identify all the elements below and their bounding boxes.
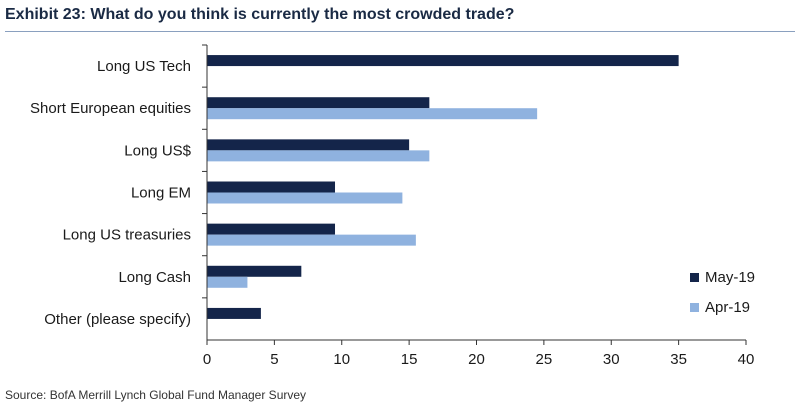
legend-label-apr-19: Apr-19 — [705, 299, 750, 316]
bar-apr-19-long-us-treasuries — [207, 234, 416, 246]
category-label: Other (please specify) — [44, 311, 191, 328]
bar-may-19-long-us — [207, 139, 410, 151]
x-tick-label: 25 — [536, 351, 553, 368]
bar-may-19-long-em — [207, 181, 336, 193]
category-label: Short European equities — [30, 100, 191, 117]
bar-apr-19-short-european-equities — [207, 108, 538, 120]
bar-may-19-other-please-specify — [207, 307, 261, 319]
bar-may-19-short-european-equities — [207, 97, 430, 109]
x-tick-label: 40 — [738, 351, 755, 368]
source-note: Source: BofA Merrill Lynch Global Fund M… — [5, 388, 307, 402]
bar-may-19-long-us-tech — [207, 55, 679, 67]
bar-apr-19-long-cash — [207, 276, 248, 288]
bar-apr-19-long-em — [207, 192, 403, 204]
category-label: Long US treasuries — [63, 227, 191, 244]
bar-may-19-long-us-treasuries — [207, 223, 336, 235]
chart-legend: May-19 Apr-19 — [690, 269, 755, 316]
category-label: Long EM — [131, 185, 191, 202]
chart-marks — [207, 55, 679, 319]
bar-apr-19-long-us — [207, 150, 430, 162]
x-tick-label: 35 — [670, 351, 687, 368]
x-tick-label: 30 — [603, 351, 620, 368]
bar-may-19-long-cash — [207, 265, 302, 277]
legend-swatch-may-19 — [690, 273, 699, 282]
x-tick-label: 0 — [203, 351, 211, 368]
x-tick-label: 20 — [468, 351, 485, 368]
chart-title: Exhibit 23: What do you think is current… — [5, 2, 795, 32]
x-tick-label: 10 — [333, 351, 350, 368]
x-tick-label: 5 — [270, 351, 278, 368]
legend-label-may-19: May-19 — [705, 269, 755, 286]
legend-swatch-apr-19 — [690, 303, 699, 312]
category-label: Long Cash — [118, 269, 191, 286]
x-tick-label: 15 — [401, 351, 418, 368]
category-label: Long US$ — [124, 142, 191, 159]
chart-axes: Long US Tech Short European equities Long … — [30, 44, 755, 368]
category-label: Long US Tech — [97, 58, 191, 75]
